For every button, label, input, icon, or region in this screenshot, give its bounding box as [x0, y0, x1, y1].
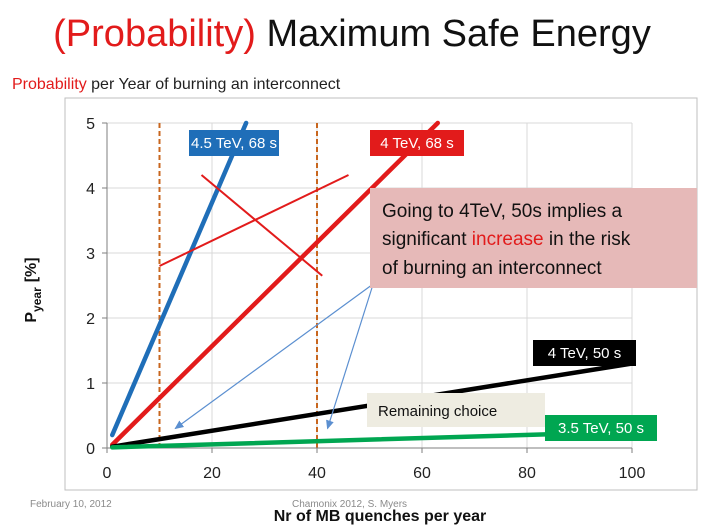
series-label-box-4-tev-68-s: [370, 130, 464, 156]
x-tick-label-20: 20: [203, 465, 221, 482]
title-rest: Maximum Safe Energy: [266, 13, 651, 55]
x-tick-label-100: 100: [619, 465, 646, 482]
annotation-arrow-1: [174, 278, 381, 430]
y-tick-label-4: 4: [86, 181, 95, 198]
series-label-box-4-5-tev-68-s: [189, 130, 279, 156]
y-tick-label-0: 0: [86, 441, 95, 458]
footer-date: February 10, 2012: [30, 499, 112, 510]
risk-annotation-line-2: significant increase in the risk: [382, 229, 631, 250]
page-title: (Probability) Maximum Safe Energy: [0, 10, 704, 58]
x-tick-label-0: 0: [103, 465, 112, 482]
threshold-lines: [158, 123, 318, 448]
risk-annotation-line-3: of burning an interconnect: [382, 258, 602, 279]
series-label-3-5-tev-50-s: 3.5 TeV, 50 s: [558, 420, 644, 437]
footer-source: Chamonix 2012, S. Myers: [292, 499, 408, 510]
series-label-4-5-tev-68-s: 4.5 TeV, 68 s: [191, 135, 277, 152]
risk-annotation-highlight: increase: [472, 229, 544, 250]
title-highlight: (Probability): [53, 13, 256, 55]
risk-annotation: Going to 4TeV, 50s implies a significant…: [370, 188, 697, 288]
tick-labels: 0 20 40 60 80 100 0 1 2 3 4 5: [86, 116, 645, 482]
cross-out-line-1: [159, 174, 349, 267]
series-label-4-tev-50-s: 4 TeV, 50 s: [548, 345, 621, 362]
y-tick-label-2: 2: [86, 311, 95, 328]
cross-out-line-2: [200, 174, 323, 277]
x-axis-label: Nr of MB quenches per year: [274, 508, 487, 525]
series-label-4-tev-68-s: 4 TeV, 68 s: [380, 135, 453, 152]
subtitle-rest: per Year of burning an interconnect: [91, 76, 341, 93]
risk-annotation-box: [370, 188, 697, 288]
series-line-4-5-tev-68-s: [110, 120, 249, 438]
x-tick-label-60: 60: [413, 465, 431, 482]
series-labels: 4.5 TeV, 68 s 4 TeV, 68 s 4 TeV, 50 s 3.5 T…: [189, 130, 657, 441]
x-tick-label-40: 40: [308, 465, 326, 482]
remaining-choice-text: Remaining choice: [378, 403, 497, 420]
y-axis-label-unit: [%]: [23, 257, 40, 282]
y-tick-label-1: 1: [86, 376, 95, 393]
remaining-choice-box: [367, 393, 545, 427]
y-axis-label: Pyear [%]: [23, 257, 44, 322]
risk-annotation-line-2a: significant: [382, 229, 472, 250]
cross-out-mark: [159, 174, 349, 277]
series-label-box-3-5-tev-50-s: [545, 415, 657, 441]
subtitle-highlight: Probability: [12, 76, 87, 93]
risk-annotation-line-2b: in the risk: [544, 229, 631, 250]
risk-annotation-line-1: Going to 4TeV, 50s implies a: [382, 201, 623, 222]
y-tick-label-5: 5: [86, 116, 95, 133]
x-tick-label-80: 80: [518, 465, 536, 482]
chart-subtitle: Probability per Year of burning an inter…: [12, 76, 340, 94]
series-label-box-4-tev-50-s: [533, 340, 636, 366]
y-tick-label-3: 3: [86, 246, 95, 263]
y-axis-label-sub: year: [30, 287, 44, 312]
annotation-arrows: [174, 278, 381, 430]
remaining-choice-annotation: Remaining choice: [367, 393, 545, 427]
annotation-arrow-2: [326, 278, 376, 430]
axes: [102, 122, 633, 453]
series-line-4-tev-68-s: [110, 120, 440, 447]
y-axis-label-main: P: [23, 312, 40, 323]
